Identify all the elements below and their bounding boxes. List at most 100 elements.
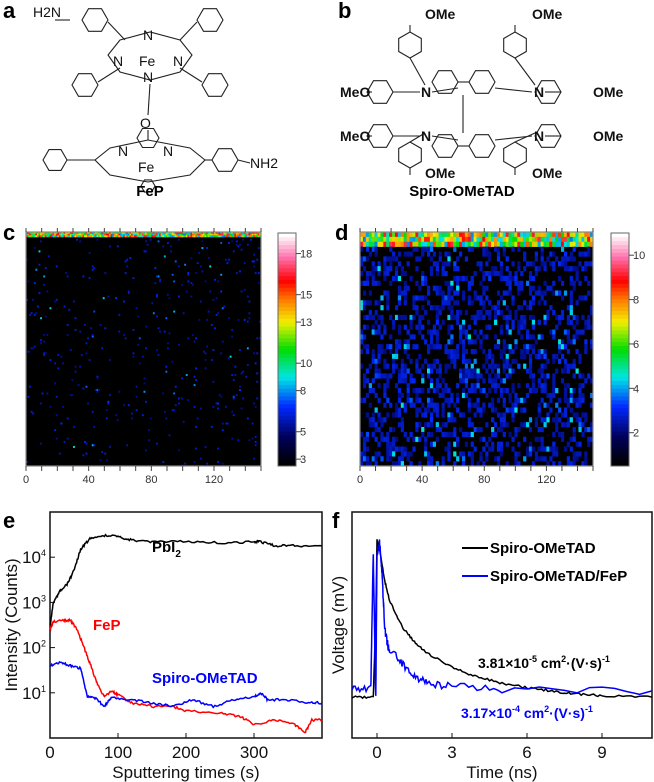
heatmap-cell bbox=[124, 235, 127, 238]
heatmap-cell bbox=[71, 233, 74, 236]
heatmap-cell bbox=[29, 233, 31, 236]
heatmap-cell bbox=[182, 312, 185, 315]
heatmap-cell bbox=[584, 339, 588, 345]
heatmap-cell bbox=[218, 233, 221, 236]
heatmap-cell bbox=[534, 456, 538, 462]
ome-label: OMe bbox=[532, 165, 563, 181]
heatmap-cell bbox=[240, 235, 243, 238]
heatmap-cell bbox=[435, 383, 439, 389]
y-tick-exponent: 3 bbox=[41, 593, 46, 603]
heatmap-cell bbox=[132, 352, 135, 355]
heatmap-cell bbox=[94, 233, 97, 236]
heatmap-cell bbox=[403, 280, 407, 286]
heatmap-cell bbox=[563, 344, 568, 350]
colorbar-segment bbox=[611, 287, 629, 292]
heatmap-cell bbox=[461, 236, 466, 243]
colorbar-tick-label: 8 bbox=[633, 295, 639, 307]
heatmap-cell bbox=[470, 339, 474, 345]
heatmap-cell bbox=[93, 425, 96, 428]
heatmap-cell bbox=[195, 337, 198, 340]
heatmap-cell bbox=[496, 271, 501, 277]
heatmap-cell bbox=[523, 422, 527, 428]
heatmap-cell bbox=[214, 235, 216, 238]
heatmap-cell bbox=[499, 446, 504, 452]
heatmap-cell bbox=[94, 389, 97, 392]
heatmap-cell bbox=[496, 441, 501, 447]
heatmap-cell bbox=[473, 232, 477, 238]
heatmap-cell bbox=[508, 271, 512, 277]
heatmap-cell bbox=[476, 261, 480, 267]
heatmap-cell bbox=[32, 298, 35, 301]
heatmap-cell bbox=[239, 389, 241, 392]
heatmap-cell bbox=[256, 352, 259, 355]
heatmap-cell bbox=[397, 261, 402, 267]
heatmap-cell bbox=[482, 285, 486, 291]
heatmap-cell bbox=[74, 232, 77, 234]
benzene-ring bbox=[201, 73, 229, 97]
heatmap-cell bbox=[528, 417, 533, 423]
heatmap-cell bbox=[464, 232, 469, 238]
heatmap-cell bbox=[467, 300, 471, 306]
heatmap-cell bbox=[488, 363, 492, 369]
heatmap-cell bbox=[426, 246, 431, 252]
heatmap-cell bbox=[377, 368, 381, 374]
fep-n-label: N bbox=[173, 53, 183, 69]
heatmap-cell bbox=[190, 257, 193, 260]
heatmap-cell bbox=[242, 397, 245, 400]
heatmap-cell bbox=[590, 305, 594, 311]
heatmap-cell bbox=[473, 358, 477, 364]
heatmap-cell bbox=[173, 310, 176, 313]
heatmap-cell bbox=[528, 451, 533, 457]
heatmap-cell bbox=[505, 388, 509, 394]
colorbar-segment bbox=[611, 376, 629, 381]
heatmap-cell bbox=[517, 324, 521, 330]
heatmap-cell bbox=[394, 412, 399, 418]
heatmap-cell bbox=[394, 271, 399, 277]
heatmap-cell bbox=[447, 314, 451, 321]
heatmap-cell bbox=[170, 235, 172, 238]
heatmap-cell bbox=[528, 271, 533, 277]
heatmap-cell bbox=[505, 319, 509, 325]
mobility-annotation: 3.81×10-5 cm2·(V·s)-1 bbox=[478, 654, 610, 671]
heatmap-cell bbox=[502, 368, 506, 374]
heatmap-cell bbox=[502, 378, 506, 384]
heatmap-cell bbox=[204, 367, 207, 370]
heatmap-cell bbox=[380, 314, 384, 321]
heatmap-cell bbox=[176, 232, 179, 234]
heatmap-cell bbox=[572, 266, 576, 272]
heatmap-cell bbox=[426, 402, 431, 408]
heatmap-cell bbox=[199, 233, 202, 236]
heatmap-cell bbox=[415, 241, 419, 247]
heatmap-cell bbox=[537, 236, 541, 243]
heatmap-cell bbox=[461, 344, 466, 350]
heatmap-cell bbox=[101, 232, 104, 234]
heatmap-cell bbox=[560, 368, 565, 374]
heatmap-cell bbox=[400, 378, 404, 384]
heatmap-cell bbox=[421, 280, 425, 286]
heatmap-cell bbox=[170, 250, 172, 253]
heatmap-cell bbox=[534, 422, 538, 428]
heatmap-cell bbox=[523, 241, 527, 247]
heatmap-cell bbox=[537, 378, 541, 384]
heatmap-cell bbox=[467, 285, 471, 291]
heatmap-cell bbox=[479, 388, 483, 394]
heatmap-cell bbox=[196, 417, 199, 420]
heatmap-cell bbox=[96, 390, 99, 393]
heatmap-cell bbox=[116, 232, 119, 234]
heatmap-cell bbox=[566, 334, 570, 340]
heatmap-cell bbox=[242, 238, 245, 241]
heatmap-cell bbox=[371, 378, 375, 384]
heatmap-cell bbox=[528, 334, 533, 340]
heatmap-cell bbox=[543, 349, 547, 355]
heatmap-cell bbox=[531, 349, 536, 355]
heatmap-cell bbox=[91, 410, 94, 413]
heatmap-cell bbox=[566, 314, 570, 321]
heatmap-cell bbox=[429, 241, 434, 247]
heatmap-cell bbox=[464, 368, 469, 374]
heatmap-cell bbox=[584, 344, 588, 350]
heatmap-cell bbox=[174, 235, 177, 238]
heatmap-cell bbox=[543, 280, 547, 286]
heatmap-cell bbox=[438, 373, 442, 379]
mobility-annotation: 3.17×10-4 cm2·(V·s)-1 bbox=[461, 704, 593, 721]
